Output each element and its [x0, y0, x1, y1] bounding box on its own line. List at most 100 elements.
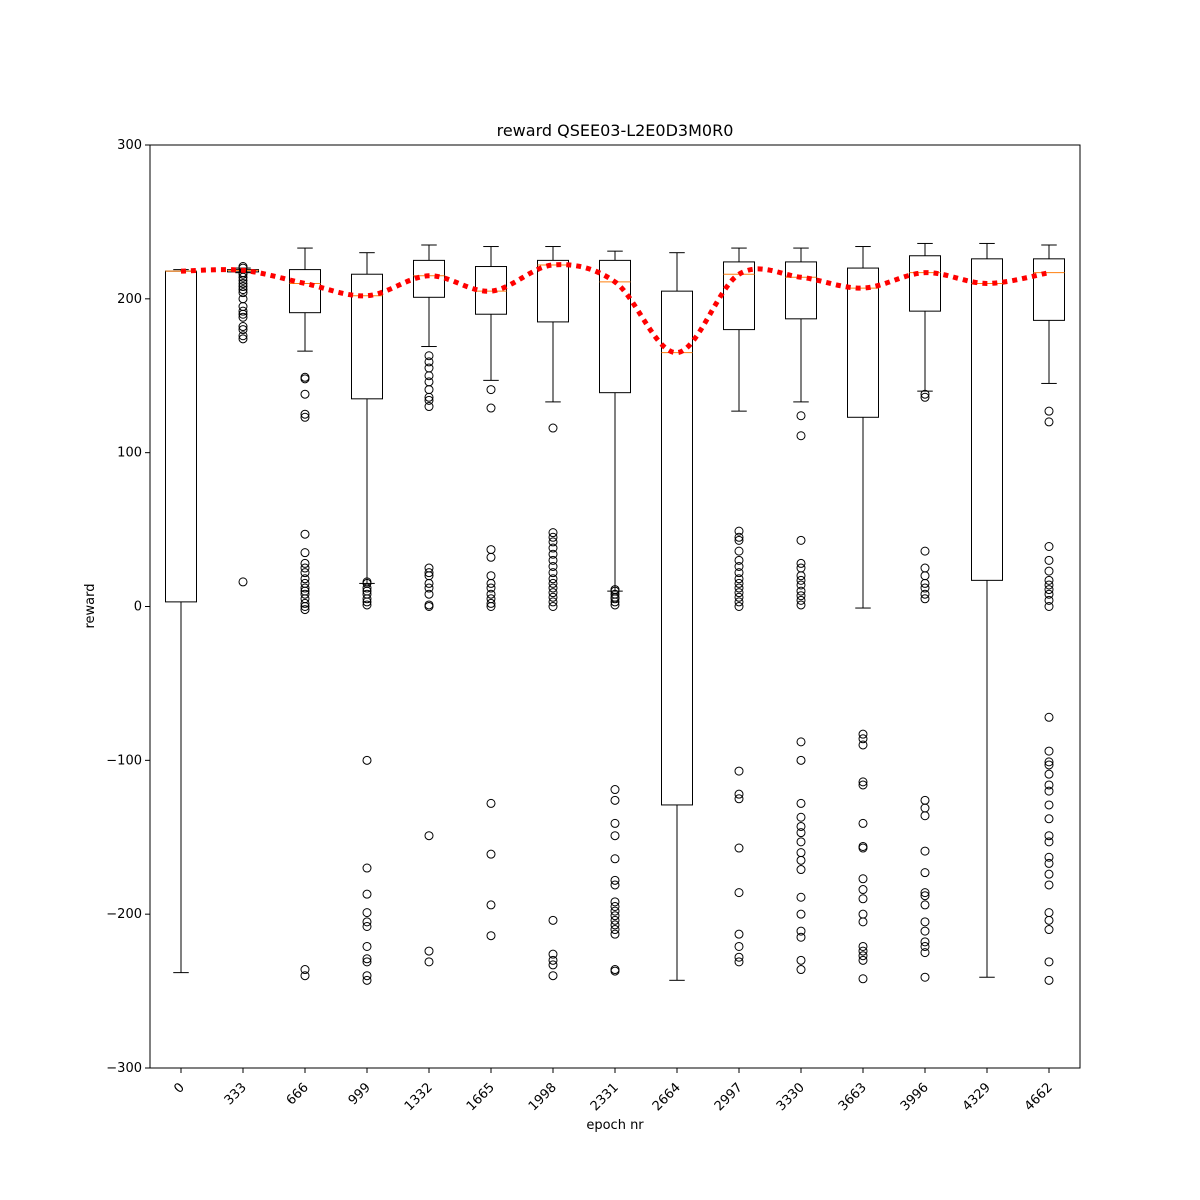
outlier-point	[238, 288, 248, 298]
outlier-point	[238, 282, 248, 292]
outlier-point	[1044, 814, 1054, 824]
outlier-point	[548, 583, 558, 593]
outlier-point	[300, 409, 310, 419]
outlier-point	[858, 955, 868, 965]
outlier-point	[734, 602, 744, 611]
outlier-point	[362, 954, 372, 964]
outlier-point	[362, 583, 372, 593]
outlier-point	[796, 821, 806, 831]
outlier-point	[548, 549, 558, 559]
outlier-point	[920, 546, 930, 556]
outlier-point	[920, 392, 930, 402]
outlier-point	[610, 915, 620, 925]
outlier-point	[486, 403, 496, 413]
outlier-point	[1044, 800, 1054, 810]
outlier-point	[300, 558, 310, 568]
outlier-point	[1044, 786, 1054, 796]
outlier-point	[734, 766, 744, 776]
outlier-point	[920, 578, 930, 588]
outlier-point	[610, 854, 620, 864]
outlier-point	[920, 948, 930, 958]
outlier-point	[1044, 869, 1054, 879]
outlier-point	[1044, 831, 1054, 841]
outlier-point	[362, 594, 372, 604]
outlier-point	[1044, 757, 1054, 767]
outlier-point	[796, 411, 806, 421]
outlier-point	[796, 591, 806, 601]
outlier-point	[734, 555, 744, 565]
outlier-point	[362, 908, 372, 918]
outlier-point	[424, 357, 434, 367]
outlier-point	[796, 535, 806, 545]
outlier-point	[796, 586, 806, 596]
outlier-point	[734, 526, 744, 536]
outlier-point	[238, 285, 248, 295]
outlier-point	[424, 578, 434, 588]
outlier-point	[300, 583, 310, 593]
outlier-point	[548, 949, 558, 959]
outlier-point	[548, 568, 558, 578]
outlier-point	[486, 385, 496, 395]
y-tick-label: −300	[106, 1061, 142, 1076]
outlier-point	[238, 325, 248, 335]
outlier-point	[734, 583, 744, 593]
outlier-point	[548, 955, 558, 965]
outlier-point	[1044, 575, 1054, 585]
outlier-point	[734, 789, 744, 799]
outlier-point	[300, 602, 310, 611]
outlier-point	[424, 831, 434, 841]
outlier-point	[486, 589, 496, 599]
outlier-point	[610, 831, 620, 841]
outlier-point	[1044, 837, 1054, 847]
outlier-point	[858, 818, 868, 828]
outlier-point	[734, 794, 744, 804]
box	[1033, 258, 1065, 321]
outlier-point	[920, 811, 930, 821]
outlier-point	[920, 917, 930, 927]
outlier-point	[300, 529, 310, 539]
outlier-point	[734, 597, 744, 607]
outlier-point	[920, 846, 930, 856]
outlier-point	[1044, 915, 1054, 925]
outlier-point	[920, 937, 930, 947]
outlier-point	[300, 412, 310, 422]
outlier-point	[548, 915, 558, 925]
outlier-point	[796, 828, 806, 838]
outlier-point	[858, 777, 868, 787]
outlier-point	[238, 331, 248, 341]
outlier-point	[300, 589, 310, 599]
outlier-point	[610, 795, 620, 805]
outlier-point	[486, 849, 496, 859]
outlier-point	[238, 322, 248, 332]
outlier-point	[734, 952, 744, 962]
outlier-point	[1044, 602, 1054, 611]
outlier-point	[796, 955, 806, 965]
outlier-point	[610, 897, 620, 907]
outlier-point	[548, 971, 558, 981]
outlier-point	[548, 528, 558, 538]
outlier-point	[734, 578, 744, 588]
outlier-point	[858, 734, 868, 744]
outlier-point	[796, 932, 806, 942]
outlier-point	[920, 589, 930, 599]
box	[661, 290, 693, 806]
outlier-point	[238, 306, 248, 316]
outlier-point	[300, 574, 310, 584]
outlier-point	[734, 546, 744, 556]
y-tick-label: 300	[117, 138, 142, 153]
outlier-point	[424, 351, 434, 361]
outlier-point	[1044, 585, 1054, 595]
outlier-point	[858, 843, 868, 853]
outlier-point	[796, 812, 806, 822]
x-axis-label: epoch nr	[586, 1118, 644, 1133]
outlier-point	[796, 558, 806, 568]
outlier-point	[238, 309, 248, 319]
outlier-point	[734, 588, 744, 598]
outlier-point	[548, 537, 558, 547]
outlier-point	[424, 957, 434, 967]
outlier-point	[300, 965, 310, 975]
outlier-point	[362, 975, 372, 985]
outlier-point	[1044, 780, 1054, 790]
